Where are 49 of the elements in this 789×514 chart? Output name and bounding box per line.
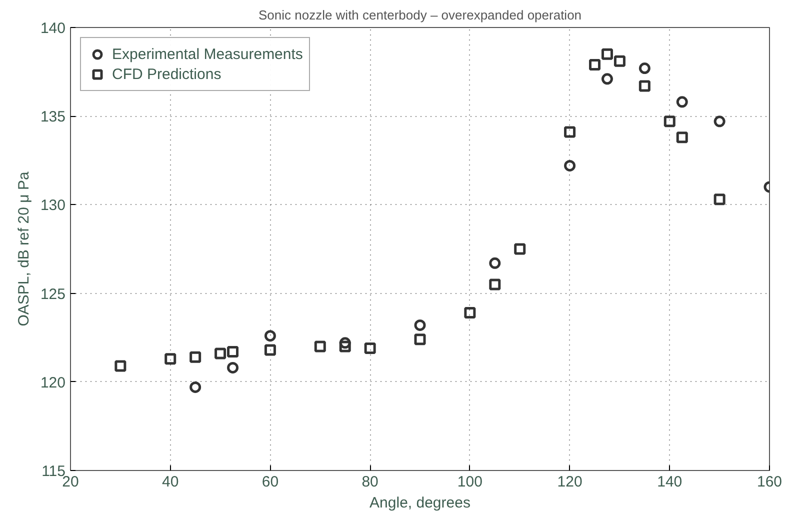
point [564,126,576,138]
point [214,348,226,360]
x-tick-label: 120 [557,474,582,490]
legend-label: CFD Predictions [112,66,222,82]
point [714,116,726,128]
point [638,80,650,92]
x-tick-label: 100 [457,474,482,490]
point [589,58,600,70]
point [227,362,239,374]
point [264,344,276,356]
point [414,319,426,331]
point [676,96,688,108]
point [164,353,176,365]
point [714,194,726,206]
x-tick-label: 160 [756,474,782,490]
point [564,160,576,172]
point [264,330,276,342]
y-tick-label: 120 [40,374,66,392]
y-tick-label: 135 [40,108,66,126]
chart-title: Sonic nozzle with centerbody – overexpanded operation [258,8,582,22]
point [614,55,626,67]
point [489,257,501,269]
y-tick-label: 125 [40,286,66,303]
point [601,48,613,60]
point [114,360,126,372]
point [664,116,676,128]
point [676,132,688,144]
point [227,346,239,358]
x-axis-title: Angle, degrees [370,494,470,512]
point [489,278,501,290]
point [314,340,326,352]
x-tick-label: 140 [657,474,682,490]
point [601,73,613,85]
y-axis-title: OASPL, dB ref 20 μ Pa [15,171,32,326]
point [190,351,202,363]
point [339,337,351,349]
y-tick-label: 140 [40,20,66,37]
point [190,381,202,393]
y-tick-label: 130 [40,197,66,214]
x-tick-label: 60 [262,474,279,490]
point [414,334,426,346]
point [464,307,476,319]
point [339,340,351,352]
legend-label: Experimental Measurements [112,46,303,62]
point [514,243,526,255]
x-tick-label: 80 [362,474,378,490]
point [364,342,376,354]
point [638,62,650,74]
x-tick-label: 40 [162,474,179,490]
